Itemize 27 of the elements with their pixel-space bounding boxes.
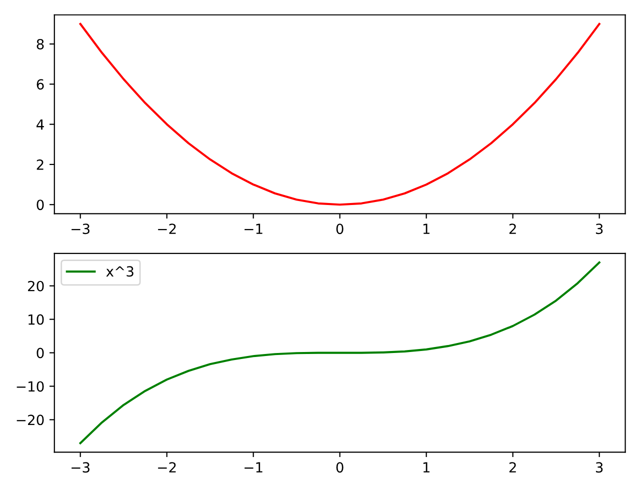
x-tick-label: 0 (336, 224, 344, 234)
x-tick-label: −3 (72, 224, 90, 234)
x-tick-label: −1 (244, 224, 262, 234)
line-series (79, 22, 600, 206)
legend-label: x^3 (106, 266, 134, 277)
x-tick-label: −1 (244, 462, 262, 472)
x-tick-label: 3 (596, 462, 603, 473)
y-tick-label: 8 (36, 38, 44, 50)
x-tick-label: 0 (336, 462, 344, 473)
x-tick-label: −2 (158, 462, 176, 472)
x-tick-label: 2 (509, 462, 516, 472)
y-tick-label: 2 (36, 159, 44, 170)
line-series (79, 261, 600, 444)
y-tick-label: 6 (36, 79, 44, 90)
y-tick-label: 10 (28, 314, 44, 325)
x-tick-label: −3 (72, 462, 90, 473)
y-tick-label: 0 (36, 200, 44, 210)
x-tick-label: 1 (423, 462, 430, 472)
x-tick-label: 1 (423, 224, 430, 234)
x-tick-label: 2 (509, 224, 516, 234)
x-tick-label: 3 (596, 224, 603, 234)
y-tick-label: 20 (28, 280, 44, 292)
y-tick-label: −10 (16, 381, 44, 392)
x-tick-label: −2 (158, 224, 176, 234)
y-tick-label: −20 (16, 414, 44, 426)
y-tick-label: 4 (36, 119, 44, 130)
y-tick-label: 0 (36, 348, 44, 358)
